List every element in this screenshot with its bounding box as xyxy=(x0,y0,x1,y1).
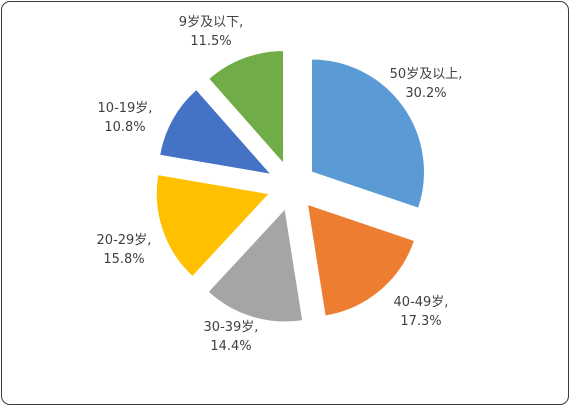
pie-slice xyxy=(306,203,416,317)
slice-data-label: 30-39岁, 14.4% xyxy=(204,320,259,354)
slice-data-label: 40-49岁, 17.3% xyxy=(394,295,449,329)
slice-data-label: 20-29岁, 15.8% xyxy=(97,233,152,267)
slice-data-label: 9岁及以下, 11.5% xyxy=(179,15,243,49)
pie-slice xyxy=(207,207,304,323)
pie-slice xyxy=(155,174,271,278)
pie-slices xyxy=(155,50,425,323)
slice-data-label: 10-19岁, 10.8% xyxy=(98,101,153,135)
pie-slice xyxy=(159,88,273,176)
chart-frame xyxy=(1,1,569,405)
pie-slice xyxy=(208,50,285,165)
slice-data-label: 50岁及以上, 30.2% xyxy=(390,67,463,101)
pie-labels: 50岁及以上, 30.2% 40-49岁, 17.3% 30-39岁, 14.4% 20-2… xyxy=(97,15,463,354)
pie-slice xyxy=(311,58,425,209)
